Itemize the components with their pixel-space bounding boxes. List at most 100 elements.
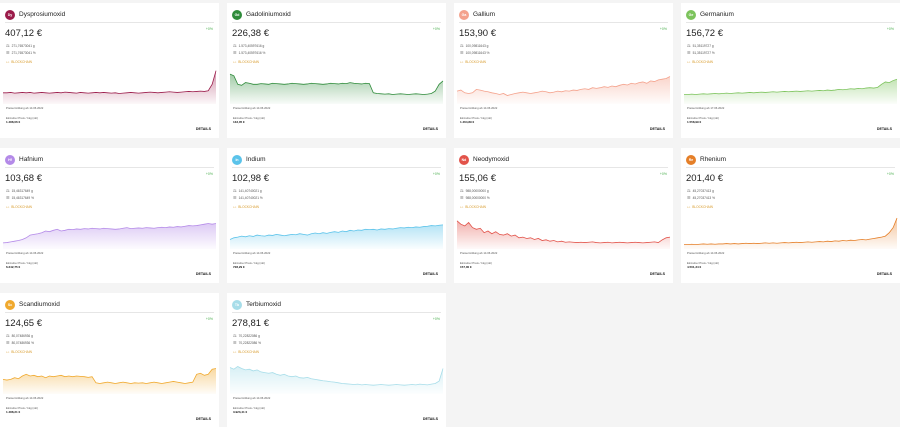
blockchain-link[interactable]: ⧟ BLOCKCHAIN (6, 205, 32, 209)
blockchain-link[interactable]: ⧟ BLOCKCHAIN (233, 60, 259, 64)
quantity-percent-value: 100,09811643 % (465, 50, 490, 55)
product-card[interactable]: Ga Gallium 153,90 € +0% ⚖ 100,09811643 g ☰ 100,… (454, 3, 673, 138)
unit-price-value: 1.464,89 € (460, 120, 475, 124)
quantity-percent: ☰ 271,76573041 % (6, 50, 36, 55)
quantity-grams-value: 100,09811643 g (465, 43, 489, 48)
price-date-note: Preisermittlung ab 14.06.2022 (233, 396, 271, 400)
element-badge-icon: Gd (232, 9, 242, 20)
element-badge-icon: Dy (5, 9, 15, 20)
blockchain-link[interactable]: ⧟ BLOCKCHAIN (6, 350, 32, 354)
element-badge-icon: Ga (459, 9, 469, 20)
product-card[interactable]: In Indium 102,98 € +0% ⚖ 141,40740021 g ☰ 141,4… (227, 148, 446, 283)
blockchain-link[interactable]: ⧟ BLOCKCHAIN (460, 60, 486, 64)
blockchain-link[interactable]: ⧟ BLOCKCHAIN (687, 60, 713, 64)
chain-link-icon: ⧟ (6, 60, 10, 64)
product-card[interactable]: Hf Hafnium 103,68 € +0% ⚖ 15,46317649 g ☰ 15,46… (0, 148, 219, 283)
element-badge-icon: Hf (5, 154, 15, 165)
unit-price-value: 157,00 € (460, 265, 472, 269)
details-button[interactable]: DETAILS (195, 272, 211, 276)
card-header: In Indium (232, 153, 266, 166)
quantity-grams: ⚖ 1.573,40597616 g (233, 43, 264, 48)
card-title: Hafnium (19, 156, 44, 163)
blockchain-label: BLOCKCHAIN (11, 205, 32, 209)
chart-line (456, 220, 671, 244)
blockchain-link[interactable]: ⧟ BLOCKCHAIN (233, 205, 259, 209)
details-button[interactable]: DETAILS (876, 272, 892, 276)
details-button[interactable]: DETAILS (195, 417, 211, 421)
chart-line (456, 76, 671, 96)
unit-price-value: 6.242,75 € (6, 265, 21, 269)
element-badge-icon: In (232, 154, 242, 165)
blockchain-link[interactable]: ⧟ BLOCKCHAIN (6, 60, 32, 64)
card-header: Dy Dysprosiumoxid (5, 8, 65, 21)
price-history-chart (3, 70, 217, 104)
details-button[interactable]: DETAILS (649, 272, 665, 276)
document-icon: ☰ (460, 195, 464, 200)
price-change: +0% (205, 172, 213, 176)
price-history-chart (2, 368, 217, 394)
product-card[interactable]: Tb Terbiumoxid 278,81 € +0% ⚖ 70,22822086 g ☰ 7… (227, 293, 446, 427)
quantity-percent: ☰ 45,27037413 % (687, 195, 715, 200)
element-badge-icon: Re (686, 154, 696, 165)
current-price: 278,81 € (232, 318, 269, 329)
chain-link-icon: ⧟ (687, 60, 691, 64)
header-divider (459, 22, 668, 23)
card-header: Ga Gallium (459, 8, 495, 21)
quantity-grams: ⚖ 70,22822086 g (233, 333, 260, 338)
unit-price-label: Einzelner Preis / 1kg (xkt) (6, 116, 38, 120)
price-history-chart (229, 73, 444, 104)
price-history-chart (2, 223, 217, 249)
blockchain-link[interactable]: ⧟ BLOCKCHAIN (233, 350, 259, 354)
details-button[interactable]: DETAILS (422, 272, 438, 276)
price-history-chart (684, 78, 898, 104)
product-card[interactable]: Sc Scandiumoxid 124,65 € +0% ⚖ 80,07486936 g ☰… (0, 293, 219, 427)
chain-link-icon: ⧟ (687, 205, 691, 209)
details-button[interactable]: DETAILS (195, 127, 211, 131)
quantity-percent-value: 1.573,40597616 % (238, 50, 266, 55)
price-date-note: Preisermittlung ab 14.06.2022 (460, 251, 498, 255)
quantity-grams: ⚖ 15,46317649 g (6, 188, 33, 193)
price-change: +0% (659, 27, 667, 31)
quantity-grams-value: 51,35119727 g (692, 43, 714, 48)
details-button[interactable]: DETAILS (422, 417, 438, 421)
blockchain-link[interactable]: ⧟ BLOCKCHAIN (687, 205, 713, 209)
blockchain-label: BLOCKCHAIN (238, 60, 259, 64)
product-card[interactable]: Ge Germanium 156,72 € +0% ⚖ 51,35119727 g ☰ 51,… (681, 3, 900, 138)
element-badge-icon: Nd (459, 154, 469, 165)
product-card[interactable]: Re Rhenium 201,40 € +0% ⚖ 45,27037413 g ☰ 45,27… (681, 148, 900, 283)
product-card[interactable]: Nd Neodymoxid 155,06 € +0% ⚖ 988,00000000 g ☰ 9… (454, 148, 673, 283)
quantity-percent: ☰ 1.573,40597616 % (233, 50, 265, 55)
header-divider (5, 22, 214, 23)
card-header: Gd Gadoliniumoxid (232, 8, 291, 21)
scale-icon: ⚖ (6, 43, 10, 48)
quantity-percent-value: 271,76573041 % (11, 50, 36, 55)
header-divider (5, 167, 214, 168)
chart-area (684, 79, 897, 104)
price-change: +0% (432, 27, 440, 31)
details-button[interactable]: DETAILS (649, 127, 665, 131)
chain-link-icon: ⧟ (233, 350, 237, 354)
card-header: Re Rhenium (686, 153, 726, 166)
quantity-grams: ⚖ 271,76573041 g (6, 43, 35, 48)
chart-line (684, 78, 898, 95)
details-button[interactable]: DETAILS (422, 127, 438, 131)
quantity-grams-value: 45,27037413 g (692, 188, 714, 193)
product-card[interactable]: Dy Dysprosiumoxid 407,12 € +0% ⚖ 271,76573041… (0, 3, 219, 138)
unit-price-label: Einzelner Preis / 1kg (xkt) (233, 116, 265, 120)
card-header: Tb Terbiumoxid (232, 298, 281, 311)
details-button[interactable]: DETAILS (876, 127, 892, 131)
product-card[interactable]: Gd Gadoliniumoxid 226,38 € +0% ⚖ 1.573,405976… (227, 3, 446, 138)
card-header: Hf Hafnium (5, 153, 43, 166)
unit-price-value: 1.488,21 € (6, 410, 21, 414)
card-title: Germanium (700, 11, 734, 18)
quantity-percent: ☰ 15,46317649 % (6, 195, 34, 200)
current-price: 156,72 € (686, 28, 723, 39)
chain-link-icon: ⧟ (6, 350, 10, 354)
header-divider (686, 167, 895, 168)
blockchain-link[interactable]: ⧟ BLOCKCHAIN (460, 205, 486, 209)
card-header: Sc Scandiumoxid (5, 298, 60, 311)
element-badge-icon: Ge (686, 9, 696, 20)
chart-area (230, 74, 443, 104)
quantity-percent-value: 80,07486936 % (11, 340, 34, 345)
